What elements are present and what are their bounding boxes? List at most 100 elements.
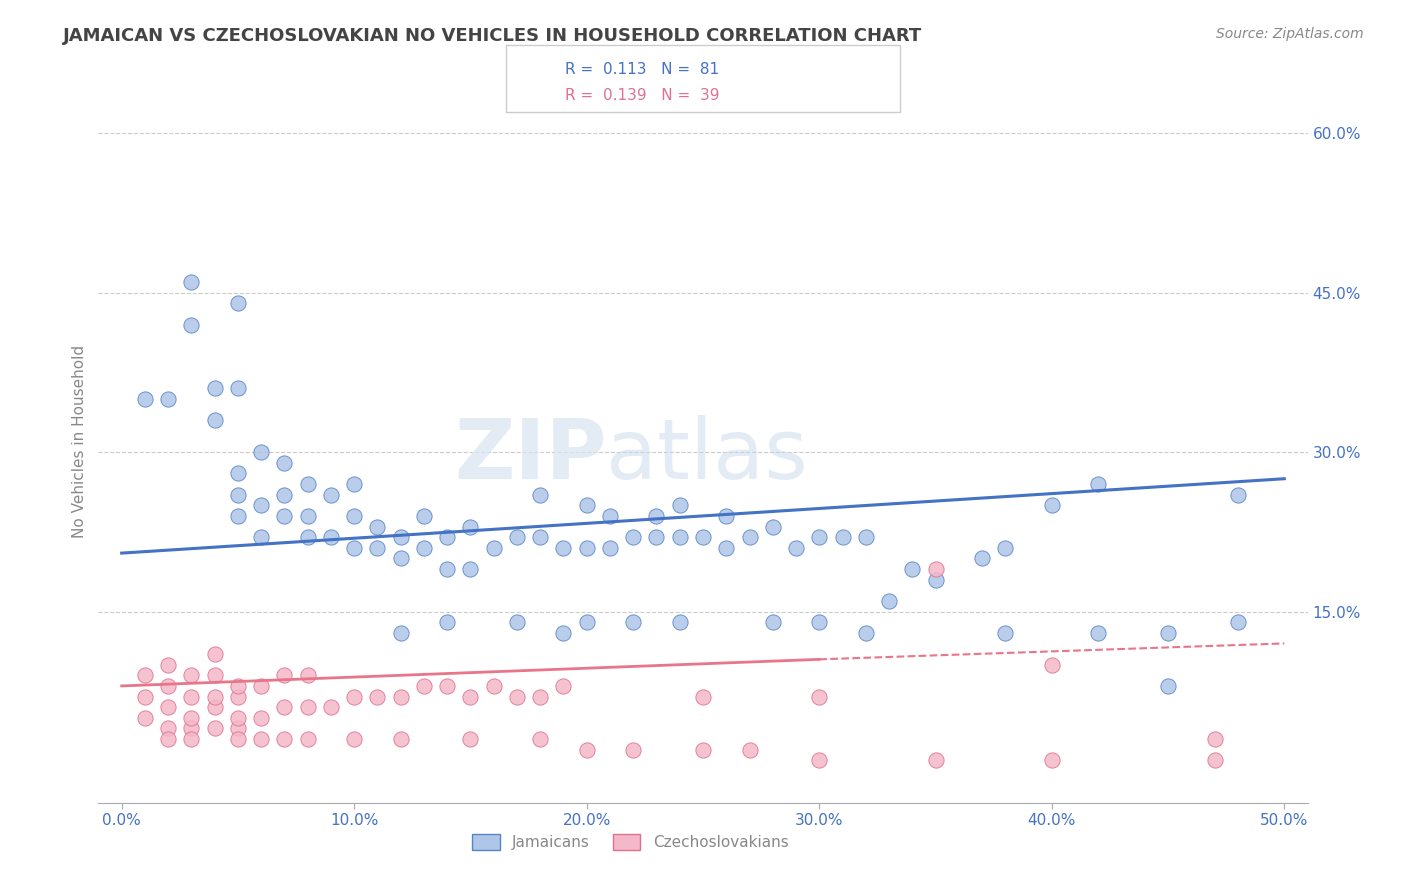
Point bbox=[575, 742, 598, 756]
Point bbox=[343, 732, 366, 747]
Point bbox=[273, 456, 295, 470]
Point bbox=[413, 541, 436, 555]
Point bbox=[157, 657, 180, 672]
Point bbox=[1040, 657, 1063, 672]
Point bbox=[762, 615, 785, 630]
Point bbox=[319, 488, 342, 502]
Point bbox=[808, 753, 831, 767]
Point bbox=[668, 615, 690, 630]
Y-axis label: No Vehicles in Household: No Vehicles in Household bbox=[72, 345, 87, 538]
Point bbox=[924, 753, 946, 767]
Point bbox=[924, 573, 946, 587]
Text: R =  0.113   N =  81: R = 0.113 N = 81 bbox=[565, 62, 720, 77]
Point bbox=[599, 508, 621, 523]
Point bbox=[645, 508, 668, 523]
Legend: Jamaicans, Czechoslovakians: Jamaicans, Czechoslovakians bbox=[467, 829, 794, 856]
Point bbox=[134, 392, 156, 406]
Point bbox=[319, 530, 342, 544]
Point bbox=[506, 690, 529, 704]
Point bbox=[668, 530, 690, 544]
Point bbox=[297, 477, 319, 491]
Point bbox=[297, 530, 319, 544]
Point bbox=[157, 722, 180, 736]
Point bbox=[343, 541, 366, 555]
Point bbox=[297, 700, 319, 714]
Point bbox=[157, 679, 180, 693]
Point bbox=[645, 530, 668, 544]
Point bbox=[692, 690, 714, 704]
Point bbox=[250, 445, 273, 459]
Point bbox=[273, 488, 295, 502]
Point bbox=[366, 690, 388, 704]
Point bbox=[808, 530, 831, 544]
Point bbox=[855, 530, 877, 544]
Point bbox=[1226, 488, 1249, 502]
Point bbox=[529, 488, 551, 502]
Point bbox=[389, 530, 412, 544]
Point bbox=[1040, 498, 1063, 512]
Point bbox=[621, 615, 644, 630]
Point bbox=[226, 508, 249, 523]
Point bbox=[297, 732, 319, 747]
Point bbox=[226, 722, 249, 736]
Point bbox=[738, 742, 761, 756]
Point bbox=[1087, 625, 1109, 640]
Point bbox=[226, 488, 249, 502]
Point bbox=[250, 498, 273, 512]
Point bbox=[180, 732, 202, 747]
Point bbox=[366, 541, 388, 555]
Point bbox=[180, 711, 202, 725]
Point bbox=[529, 732, 551, 747]
Point bbox=[157, 732, 180, 747]
Point bbox=[366, 519, 388, 533]
Point bbox=[529, 690, 551, 704]
Point bbox=[1040, 753, 1063, 767]
Point bbox=[1157, 625, 1180, 640]
Point bbox=[273, 508, 295, 523]
Point bbox=[297, 508, 319, 523]
Point bbox=[389, 551, 412, 566]
Point bbox=[157, 392, 180, 406]
Point bbox=[924, 562, 946, 576]
Point bbox=[855, 625, 877, 640]
Point bbox=[692, 530, 714, 544]
Point bbox=[482, 679, 505, 693]
Point bbox=[250, 679, 273, 693]
Point bbox=[204, 722, 226, 736]
Point bbox=[204, 413, 226, 427]
Point bbox=[273, 732, 295, 747]
Text: ZIP: ZIP bbox=[454, 416, 606, 497]
Point bbox=[273, 700, 295, 714]
Point bbox=[668, 498, 690, 512]
Point bbox=[343, 508, 366, 523]
Point bbox=[389, 732, 412, 747]
Point bbox=[204, 700, 226, 714]
Point bbox=[716, 508, 738, 523]
Point bbox=[297, 668, 319, 682]
Point bbox=[226, 690, 249, 704]
Point bbox=[506, 530, 529, 544]
Point bbox=[226, 296, 249, 310]
Point bbox=[831, 530, 853, 544]
Point bbox=[575, 541, 598, 555]
Point bbox=[250, 530, 273, 544]
Point bbox=[575, 498, 598, 512]
Point bbox=[204, 690, 226, 704]
Point bbox=[180, 722, 202, 736]
Point bbox=[319, 700, 342, 714]
Point bbox=[762, 519, 785, 533]
Point bbox=[343, 477, 366, 491]
Point bbox=[134, 711, 156, 725]
Point bbox=[204, 647, 226, 661]
Point bbox=[901, 562, 924, 576]
Text: atlas: atlas bbox=[606, 416, 808, 497]
Point bbox=[575, 615, 598, 630]
Point bbox=[226, 467, 249, 481]
Point bbox=[553, 541, 575, 555]
Point bbox=[506, 615, 529, 630]
Point bbox=[808, 615, 831, 630]
Point bbox=[436, 562, 458, 576]
Point bbox=[226, 679, 249, 693]
Point bbox=[250, 732, 273, 747]
Point bbox=[970, 551, 993, 566]
